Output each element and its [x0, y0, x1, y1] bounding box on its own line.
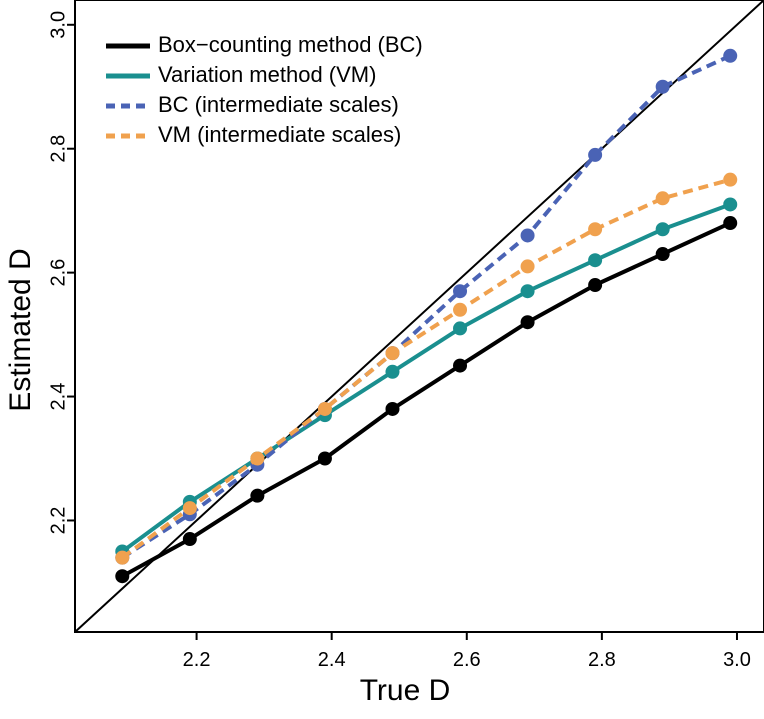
series-3-line: [121, 53, 732, 560]
series-2: [115, 197, 738, 559]
series-1-point: [250, 488, 265, 503]
series-1: [115, 216, 738, 584]
y-tick-label: 2.2: [47, 507, 69, 535]
x-tick-label: 2.2: [183, 649, 211, 671]
series-4-point: [723, 172, 738, 187]
series-3-point: [723, 48, 738, 63]
y-tick-label: 2.4: [47, 383, 69, 411]
series-1-point: [723, 216, 738, 231]
x-tick-label: 2.6: [453, 649, 481, 671]
legend-item: Variation method (VM): [106, 62, 376, 87]
legend-item: Box−counting method (BC): [106, 32, 423, 57]
series-4-point: [385, 346, 400, 361]
series-4-point: [588, 222, 603, 237]
series-1-point: [115, 569, 130, 584]
series-2-point: [385, 364, 400, 379]
x-tick-label: 2.8: [588, 649, 616, 671]
series-3-point: [655, 79, 670, 94]
series-4-point: [453, 302, 468, 317]
series-1-point: [182, 532, 197, 547]
series-2-point: [453, 321, 468, 336]
series-1-point: [453, 358, 468, 373]
series-4-point: [317, 401, 332, 416]
series-1-point: [588, 278, 603, 293]
series-2-point: [655, 222, 670, 237]
series-4-point: [520, 259, 535, 274]
legend-item: BC (intermediate scales): [106, 92, 399, 117]
series-1-point: [385, 401, 400, 416]
series-3-point: [588, 147, 603, 162]
legend-label: VM (intermediate scales): [158, 122, 401, 147]
series-4-line: [121, 177, 731, 560]
legend-label: Box−counting method (BC): [158, 32, 423, 57]
y-tick-label: 2.8: [47, 135, 69, 163]
series-1-point: [655, 247, 670, 262]
legend: Box−counting method (BC) Variation method…: [106, 32, 423, 147]
legend-label: Variation method (VM): [158, 62, 376, 87]
series-2-point: [520, 284, 535, 299]
y-axis-label: Estimated D: [4, 248, 37, 411]
y-tick-label: 3.0: [47, 11, 69, 39]
series-3-point: [520, 228, 535, 243]
x-tick-label: 3.0: [723, 649, 751, 671]
series-2-point: [723, 197, 738, 212]
y-tick-label: 2.6: [47, 259, 69, 287]
series-2-line: [121, 202, 731, 554]
legend-item: VM (intermediate scales): [106, 122, 401, 147]
series-3-point: [453, 284, 468, 299]
series-4-point: [250, 451, 265, 466]
series-4-point: [182, 501, 197, 516]
x-axis-label: True D: [360, 674, 451, 707]
series-1-point: [317, 451, 332, 466]
series-4-point: [115, 550, 130, 565]
series-4-point: [655, 191, 670, 206]
legend-label: BC (intermediate scales): [158, 92, 399, 117]
identity-reference-line: [74, 0, 764, 633]
series-2-point: [588, 253, 603, 268]
series-1-line: [121, 221, 732, 578]
x-tick-label: 2.4: [318, 649, 346, 671]
plot-area-frame: [74, 0, 764, 633]
series-4: [115, 172, 738, 565]
series-1-point: [520, 315, 535, 330]
